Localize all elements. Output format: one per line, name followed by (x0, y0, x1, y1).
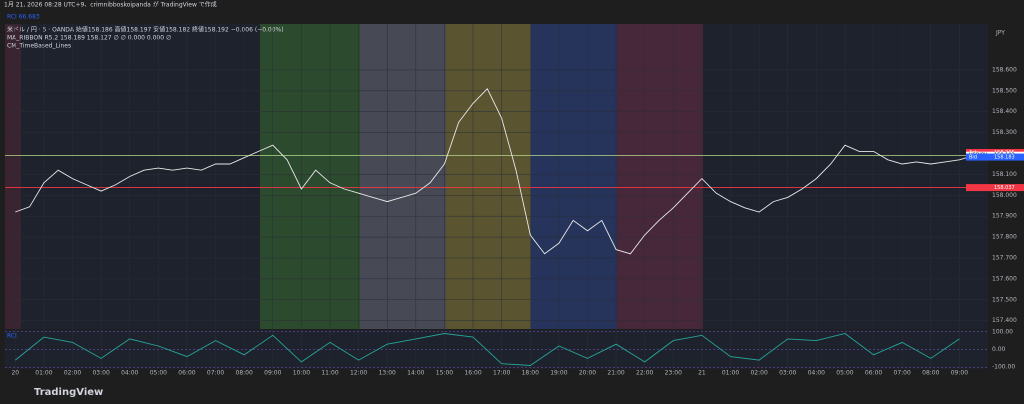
x-tick-label: 13:00 (379, 370, 396, 377)
x-tick-label: 03:00 (92, 370, 109, 377)
session (617, 24, 703, 329)
x-tick-label: 07:00 (894, 370, 911, 377)
x-tick-label: 19:00 (550, 370, 567, 377)
x-tick-label: 20 (11, 370, 19, 377)
rci-pane (5, 330, 988, 369)
session (531, 24, 617, 329)
y-tick-label: -100.00 (992, 364, 1015, 371)
x-tick-label: 04:00 (808, 370, 825, 377)
x-tick-label: 15:00 (436, 370, 453, 377)
x-tick-label: 20:00 (579, 370, 596, 377)
x-tick-label: 01:00 (35, 370, 52, 377)
x-tick-label: 21:00 (607, 370, 624, 377)
x-tick-label: 02:00 (64, 370, 81, 377)
x-tick-label: 03:00 (779, 370, 796, 377)
y-tick-label: 158.400 (992, 108, 1017, 115)
session (5, 24, 21, 329)
y-tick-label: 157.500 (992, 296, 1017, 303)
x-tick-label: 11:00 (321, 370, 338, 377)
x-tick-label: 08:00 (922, 370, 939, 377)
x-tick-label: 01:00 (722, 370, 739, 377)
y-tick-label: 0.00 (992, 346, 1006, 353)
y-tick-label: 157.400 (992, 317, 1017, 324)
x-tick-label: 16:00 (464, 370, 481, 377)
rci-top: RCI 66.683 (7, 14, 40, 21)
y-tick-label: 157.700 (992, 254, 1017, 261)
session (260, 24, 360, 329)
x-tick-label: 12:00 (350, 370, 367, 377)
y-tick-label: 158.300 (992, 129, 1017, 136)
x-tick-label: 21 (698, 370, 706, 377)
x-tick-label: 05:00 (836, 370, 853, 377)
x-tick-label: 06:00 (178, 370, 195, 377)
y-tick-label: 157.900 (992, 213, 1017, 220)
series-line (15, 88, 974, 255)
legend: CM_TimeBased_Lines (7, 43, 71, 50)
legend: 米ドル / 円 · 5 · OANDA 始値158.186 高値158.197 … (7, 26, 284, 34)
y-tick-label: 158.000 (992, 192, 1017, 199)
x-tick-label: 09:00 (264, 370, 281, 377)
price-tag-value: 158.183 (994, 155, 1015, 161)
series-line (15, 333, 960, 366)
x-tick-label: 09:00 (951, 370, 968, 377)
legend: MA_RIBBON R5.2 158.189 158.127 ∅ ∅ 0.000… (7, 35, 171, 42)
price-tag (966, 184, 1024, 192)
y-tick-label: 100.00 (992, 328, 1013, 335)
y-tick-label: 158.500 (992, 87, 1017, 94)
y-tick-label: 158.100 (992, 171, 1017, 178)
x-tick-label: 04:00 (121, 370, 138, 377)
x-tick-label: 17:00 (493, 370, 510, 377)
x-tick-label: 22:00 (636, 370, 653, 377)
x-tick-label: 02:00 (750, 370, 767, 377)
price-tag (966, 153, 1024, 161)
x-tick-label: 05:00 (150, 370, 167, 377)
session (360, 24, 446, 329)
currency: JPY (995, 30, 1005, 37)
x-tick-label: 06:00 (865, 370, 882, 377)
rci-label: RCI (7, 333, 17, 340)
price-tag-label: Bid (969, 155, 977, 161)
y-tick-label: 158.600 (992, 66, 1017, 73)
x-tick-label: 14:00 (407, 370, 424, 377)
x-tick-label: 10:00 (293, 370, 310, 377)
x-tick-label: 07:00 (207, 370, 224, 377)
logo: TradingView (34, 387, 103, 398)
x-tick-label: 18:00 (522, 370, 539, 377)
y-tick-label: 157.600 (992, 275, 1017, 282)
x-tick-label: 08:00 (236, 370, 253, 377)
session (446, 24, 531, 329)
x-tick-label: 23:00 (665, 370, 682, 377)
caption: 1月 21, 2026 08:28 UTC+9、crimnibboskoipan… (4, 1, 217, 9)
y-tick-label: 157.800 (992, 234, 1017, 241)
price-tag-value: 158.037 (994, 185, 1015, 191)
